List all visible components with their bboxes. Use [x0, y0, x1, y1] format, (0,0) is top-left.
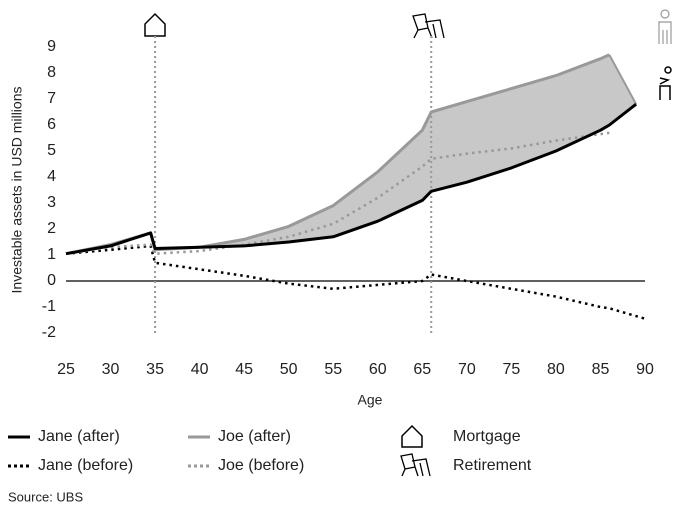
- x-tick-label: 70: [458, 361, 476, 378]
- legend-label: Jane (before): [38, 457, 133, 474]
- x-tick-label: 80: [547, 361, 565, 378]
- x-tick-label: 40: [191, 361, 209, 378]
- y-tick-label: -2: [42, 324, 56, 341]
- area-edge: [608, 54, 637, 105]
- y-tick-label: 4: [47, 168, 56, 185]
- x-tick-label: 25: [57, 361, 75, 378]
- y-axis-label: Investable assets in USD millions: [9, 87, 25, 294]
- x-tick-label: 85: [592, 361, 610, 378]
- shaded-area: [66, 54, 637, 254]
- x-tick-label: 90: [636, 361, 654, 378]
- y-tick-label: 3: [47, 194, 56, 211]
- x-tick-label: 30: [102, 361, 120, 378]
- x-tick-label: 75: [502, 361, 520, 378]
- mortgage-icon: [144, 12, 166, 37]
- legend-label: Mortgage: [453, 428, 521, 445]
- retirement-icon: [412, 13, 445, 39]
- x-tick-label: 55: [324, 361, 342, 378]
- y-tick-label: 6: [47, 116, 56, 133]
- x-tick-label: 35: [146, 361, 164, 378]
- source: Source: UBS: [8, 489, 83, 504]
- x-tick-label: 65: [413, 361, 431, 378]
- x-axis-label: Age: [358, 392, 383, 408]
- y-tick-label: 2: [47, 220, 56, 237]
- legend-label: Joe (before): [218, 457, 304, 474]
- y-tick-label: 1: [47, 246, 56, 263]
- series-line: [65, 244, 646, 320]
- y-tick-label: -1: [42, 298, 56, 315]
- legend-label: Jane (after): [38, 428, 120, 445]
- family-icon: [659, 66, 672, 100]
- legend-label: Joe (after): [218, 428, 291, 445]
- series-line: [65, 103, 638, 256]
- y-tick-label: 5: [47, 142, 56, 159]
- legend-retirement-icon: [400, 453, 431, 477]
- x-tick-label: 60: [369, 361, 387, 378]
- legend-mortgage-icon: [401, 424, 423, 448]
- person-icon: [658, 9, 672, 44]
- y-tick-label: 8: [47, 64, 56, 81]
- y-tick-label: 9: [47, 38, 56, 55]
- x-tick-label: 45: [235, 361, 253, 378]
- legend-label: Retirement: [453, 457, 532, 474]
- y-tick-label: 0: [47, 272, 56, 289]
- y-tick-label: 7: [47, 90, 56, 107]
- x-tick-label: 50: [280, 361, 298, 378]
